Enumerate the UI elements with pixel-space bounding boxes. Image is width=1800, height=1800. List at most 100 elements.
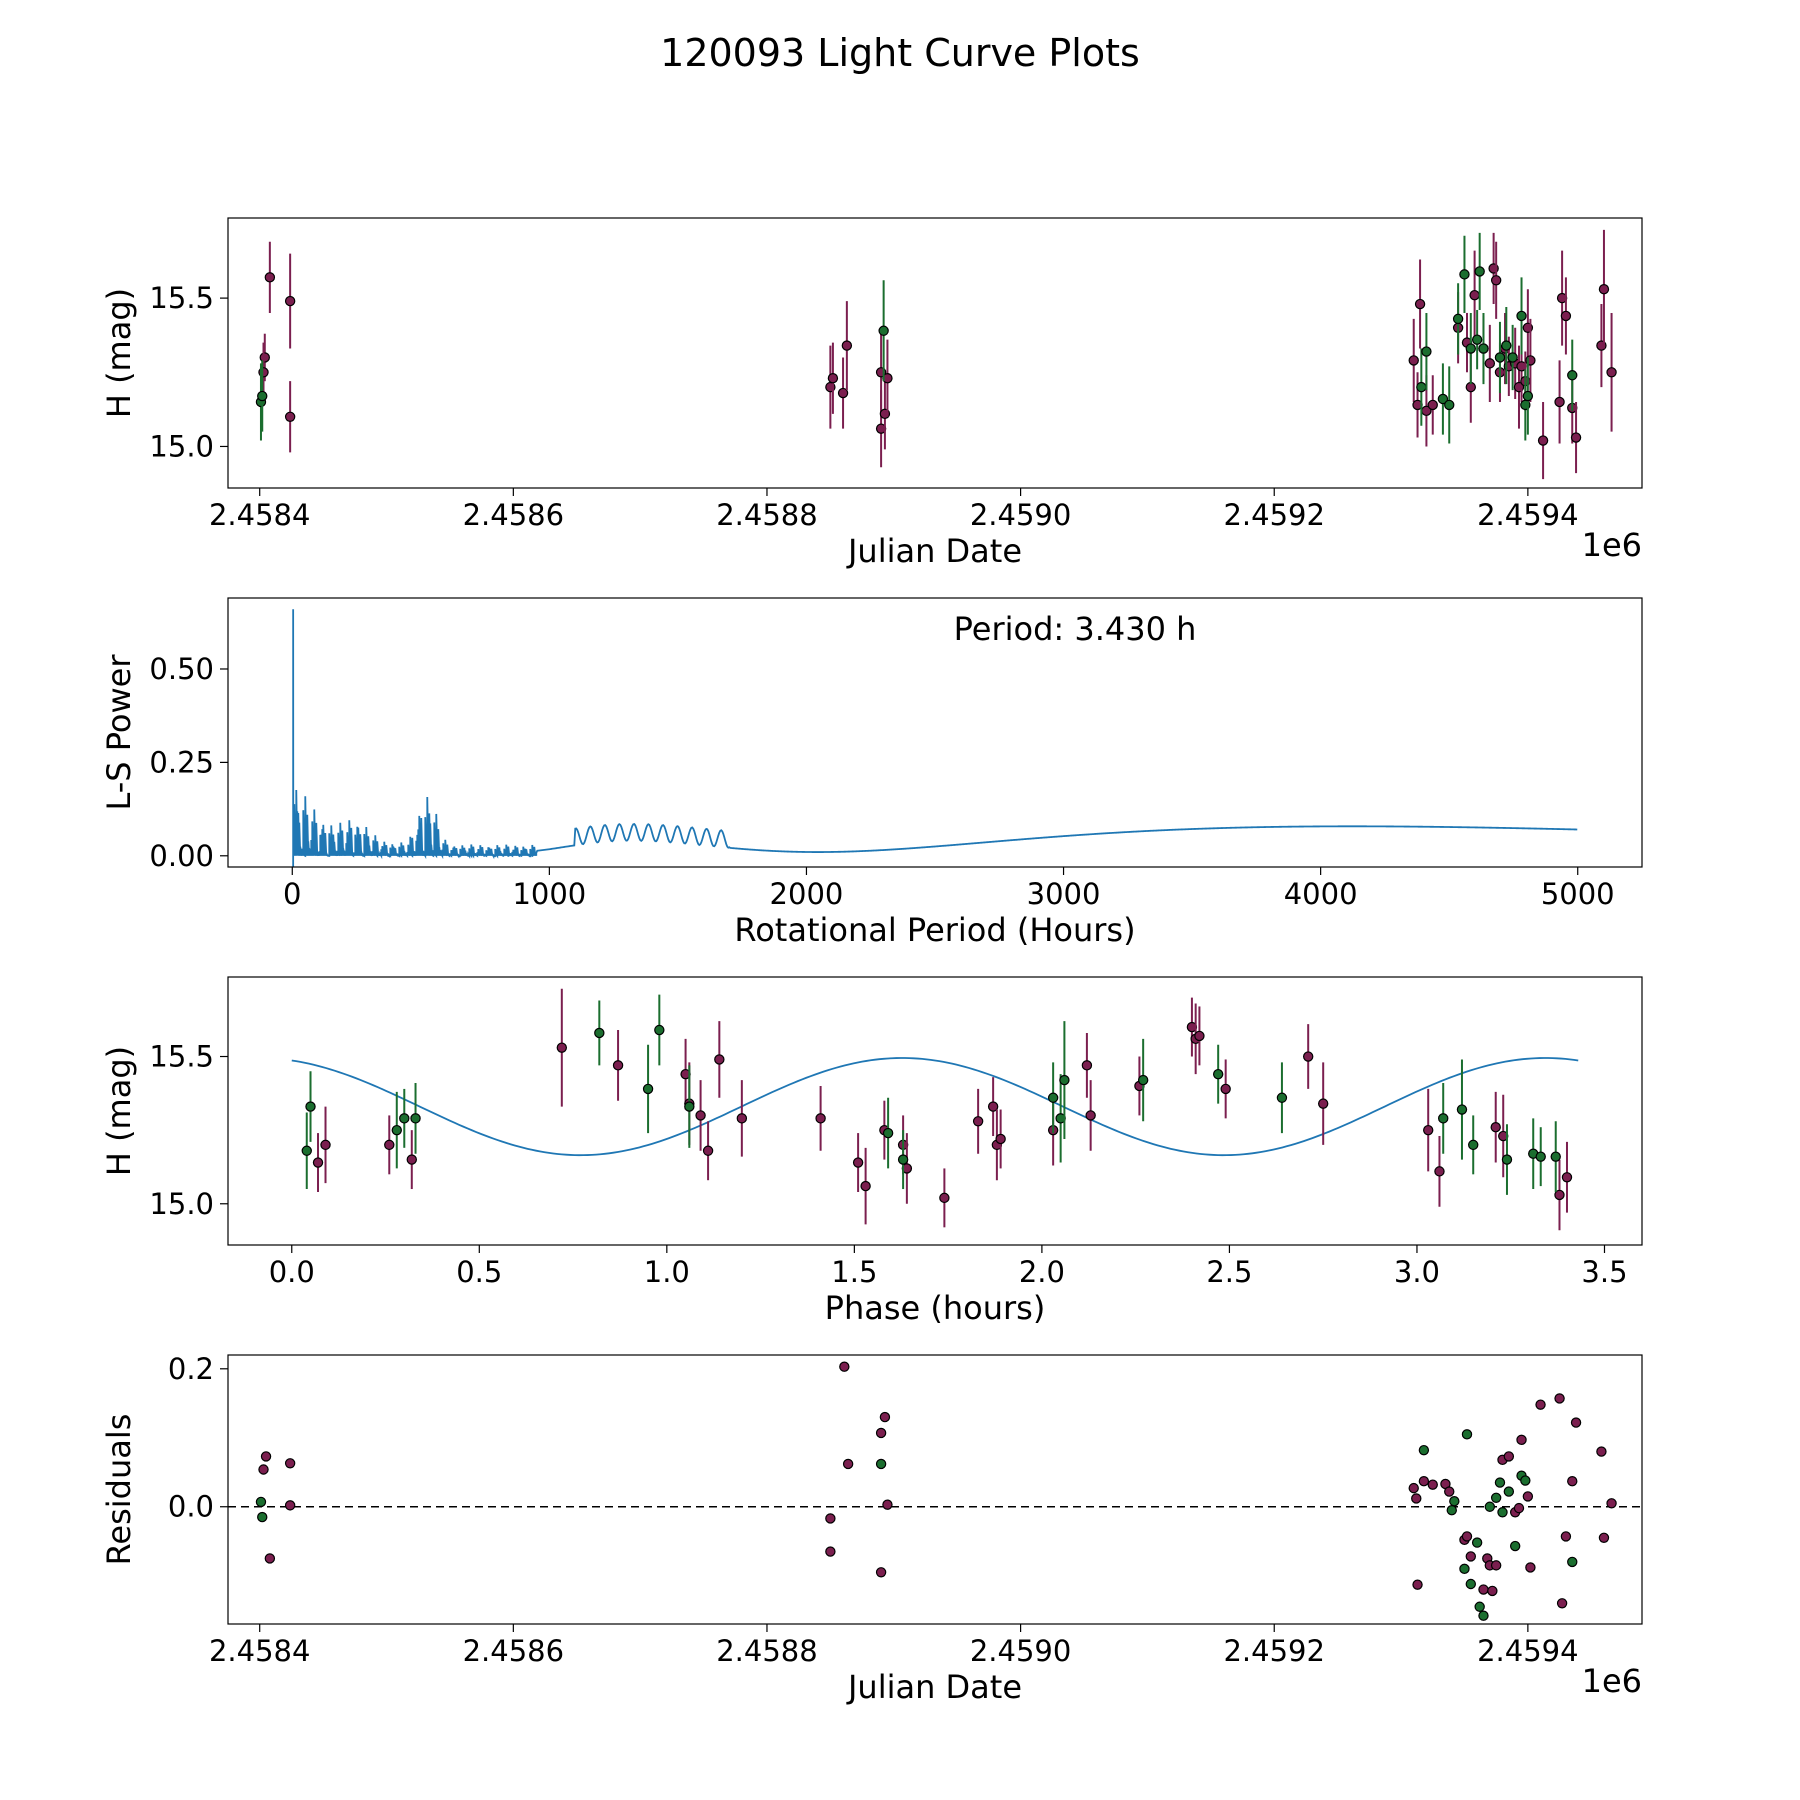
magenta-data-point <box>1490 275 1502 286</box>
magenta-data-point <box>815 1113 826 1124</box>
x-offset-label: 1e6 <box>1582 526 1642 564</box>
x-tick-label: 1.5 <box>831 1255 877 1289</box>
green-data-point <box>255 1496 267 1508</box>
residuals-panel: 2.4584 2.4586 2.4588 2.4590 2.4592 2.4594 0.0 0… <box>100 1352 1643 1706</box>
magenta-data-point <box>1317 1098 1329 1109</box>
magenta-data-point <box>1561 1172 1573 1183</box>
x-tick-label: 2000 <box>770 877 844 911</box>
green-data-point <box>1468 1139 1479 1151</box>
magenta-data-point <box>1525 1562 1536 1573</box>
x-tick-label: 1000 <box>512 877 586 911</box>
phase-folded-panel: 0.0 0.5 1.0 1.5 2.0 2.5 3.0 3.5 15.0 15.5 Phase (h… <box>100 976 1643 1327</box>
x-tick-label: 0.5 <box>456 1255 502 1289</box>
magenta-data-point <box>1487 1585 1498 1597</box>
figure-title: 120093 Light Curve Plots <box>660 31 1140 75</box>
magenta-data-point <box>1570 1417 1582 1428</box>
x-axis-label: Julian Date <box>846 1668 1022 1706</box>
green-data-point <box>1456 1104 1468 1115</box>
magenta-data-point <box>612 1060 624 1071</box>
green-data-point <box>1059 1074 1070 1086</box>
magenta-data-point <box>1490 1560 1502 1571</box>
green-data-point <box>1478 343 1489 354</box>
y-axis-label: H (mag) <box>100 288 138 418</box>
y-tick-label: 15.0 <box>149 1187 214 1221</box>
period-annotation: Period: 3.430 h <box>954 610 1197 648</box>
magenta-data-point <box>320 1139 331 1151</box>
green-data-point <box>897 1154 909 1165</box>
magenta-data-point <box>260 1451 272 1462</box>
magenta-data-point <box>284 1458 296 1469</box>
x-tick-label: 2.4588 <box>716 498 817 532</box>
y-tick-label: 0.50 <box>149 652 214 686</box>
y-tick-label: 0.25 <box>149 745 214 779</box>
green-data-point <box>878 325 889 336</box>
magenta-data-point <box>264 1553 276 1564</box>
magenta-data-point <box>1570 432 1582 443</box>
x-tick-label: 2.4590 <box>970 1634 1071 1668</box>
magenta-data-point <box>1522 1491 1534 1502</box>
magenta-data-point <box>312 1157 324 1168</box>
x-tick-label: 3.0 <box>1394 1255 1440 1289</box>
phase-folded-plot-area <box>291 988 1579 1231</box>
green-data-point <box>305 1101 316 1112</box>
green-data-point <box>1516 310 1527 322</box>
x-tick-label: 2.4590 <box>970 498 1071 532</box>
magenta-data-point <box>1194 1030 1205 1042</box>
green-data-point <box>399 1113 410 1124</box>
magenta-data-point <box>384 1139 395 1151</box>
residuals-plot-area <box>228 1361 1642 1621</box>
green-data-point <box>1421 346 1432 357</box>
residuals-axes-frame <box>227 1354 1643 1625</box>
magenta-data-point <box>1490 1121 1501 1133</box>
x-tick-label: 2.4594 <box>1477 498 1578 532</box>
periodogram-line <box>292 609 1578 867</box>
green-data-point <box>1465 1578 1476 1590</box>
x-tick-label: 2.4584 <box>209 1634 310 1668</box>
green-data-point <box>1550 1151 1561 1162</box>
x-offset-label: 1e6 <box>1582 1662 1642 1700</box>
light-curve-axes-frame <box>227 217 1643 489</box>
magenta-data-point <box>1414 298 1426 310</box>
magenta-data-point <box>1465 1551 1476 1562</box>
green-data-point <box>1503 1486 1515 1497</box>
green-data-point <box>1567 370 1578 381</box>
green-data-point <box>1437 393 1449 405</box>
magenta-data-point <box>1302 1051 1314 1062</box>
magenta-data-point <box>1427 1479 1438 1490</box>
green-data-point <box>257 1511 268 1523</box>
x-tick-label: 0.0 <box>269 1255 315 1289</box>
x-tick-label: 2.5 <box>1206 1255 1252 1289</box>
magenta-data-point <box>825 1546 836 1557</box>
green-data-point <box>1459 1563 1470 1575</box>
phase-folded-axes-frame <box>227 976 1643 1246</box>
x-tick-label: 3000 <box>1027 877 1101 911</box>
green-data-point <box>1212 1068 1224 1080</box>
green-data-point <box>1446 1504 1457 1516</box>
magenta-data-point <box>860 1180 871 1192</box>
magenta-data-point <box>841 340 853 351</box>
green-data-point <box>1438 1113 1449 1124</box>
green-data-point <box>1520 1475 1531 1486</box>
green-data-point <box>1418 1444 1430 1456</box>
green-data-point <box>1494 352 1506 363</box>
magenta-data-point <box>882 1499 893 1510</box>
x-tick-label: 2.4592 <box>1223 498 1324 532</box>
green-data-point <box>1567 1556 1578 1568</box>
green-data-point <box>1484 1501 1496 1512</box>
magenta-data-point <box>1469 289 1480 301</box>
x-tick-label: 2.4588 <box>716 1634 817 1668</box>
periodogram-axes-frame <box>227 597 1643 868</box>
green-data-point <box>1478 1610 1489 1621</box>
light-curve-panel: 2.4584 2.4586 2.4588 2.4590 2.4592 2.4594 15.0… <box>100 217 1643 570</box>
magenta-data-point <box>1418 1476 1430 1487</box>
magenta-data-point <box>852 1157 864 1168</box>
green-data-point <box>1459 269 1470 280</box>
magenta-data-point <box>839 1361 850 1372</box>
y-tick-label: 15.0 <box>149 429 214 463</box>
magenta-data-point <box>1408 355 1419 366</box>
green-data-point <box>1509 1540 1521 1552</box>
magenta-data-point <box>879 1411 891 1423</box>
green-data-point <box>1490 1492 1502 1503</box>
y-axis-label: H (mag) <box>100 1046 138 1176</box>
